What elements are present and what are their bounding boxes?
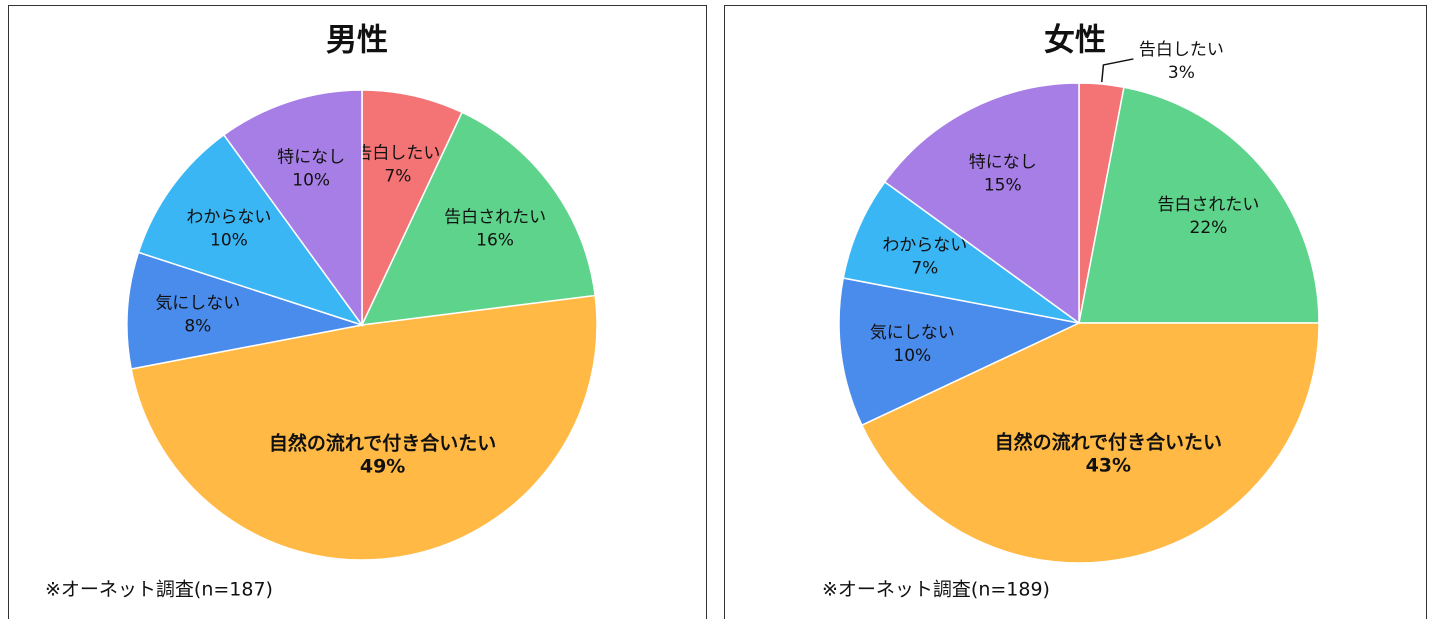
slice-label: 告白されたい (1157, 195, 1259, 215)
slice-value-label: 10% (893, 346, 931, 366)
slice-value-label: 10% (210, 230, 248, 250)
slice-label: 告白されたい (444, 207, 546, 227)
slice-value-label: 49% (360, 455, 405, 477)
note: ※オーネット調査(n=189) (822, 579, 1050, 601)
slice-value-label: 8% (184, 317, 211, 337)
pie-slice (883, 82, 1080, 325)
pie-slice (842, 180, 1080, 324)
slice-label: 特になし (277, 148, 345, 168)
pie-slice (222, 89, 363, 328)
slice-value-label: 3% (1168, 63, 1195, 83)
slice-label: 告白したい (1139, 40, 1224, 60)
slice-label: 告白したい (355, 143, 440, 163)
slice-label: 気にしない (155, 294, 240, 314)
slice-label: わからない (186, 207, 271, 227)
slice-label: 自然の流れで付き合いたい (269, 431, 496, 454)
chart-title: 女性 (1044, 23, 1106, 59)
note: ※オーネット調査(n=187) (45, 579, 273, 601)
pie-slice (361, 89, 464, 326)
pie-slice (1078, 86, 1320, 324)
chart-title: 男性 (326, 23, 388, 59)
slice-label: 気にしない (870, 323, 955, 343)
slice-value-label: 7% (911, 258, 938, 278)
panel-border (724, 5, 1427, 619)
slice-label: わからない (882, 235, 967, 255)
slice-label: 自然の流れで付き合いたい (995, 431, 1222, 454)
panel-border (8, 5, 707, 619)
slice-label: 特になし (969, 152, 1037, 172)
slice-value-label: 43% (1086, 455, 1131, 477)
pie-slice (860, 322, 1320, 564)
pie-slice (137, 133, 364, 327)
pie-slice (130, 294, 598, 561)
pie-slice (360, 111, 596, 326)
slice-value-label: 7% (384, 166, 411, 186)
pie-slice (838, 277, 1082, 427)
slice-value-label: 15% (984, 175, 1022, 195)
slice-value-label: 10% (292, 171, 330, 191)
slice-value-label: 22% (1190, 218, 1228, 238)
slice-value-label: 16% (476, 230, 514, 250)
leader-line (1101, 58, 1134, 83)
pie-slice (126, 251, 363, 370)
